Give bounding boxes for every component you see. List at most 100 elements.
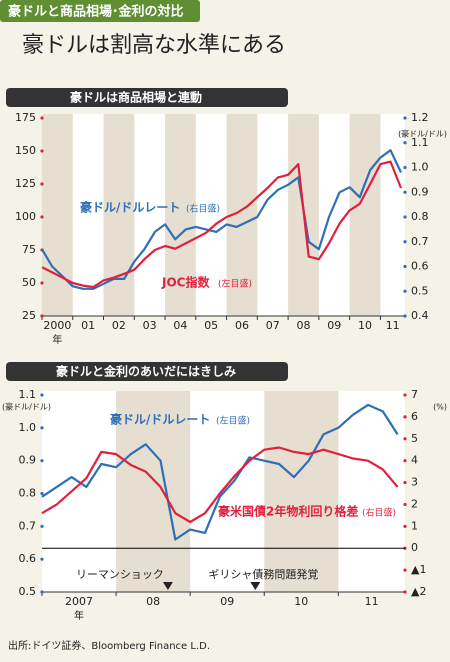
y-tick (40, 314, 44, 318)
series-label: JOC指数 (161, 275, 210, 290)
y-tick-label: 175 (15, 111, 36, 124)
event-marker (250, 582, 261, 590)
series-line (41, 160, 403, 289)
source: 出所:ドイツ証券、Bloomberg Finance L.D. (8, 639, 210, 652)
y-tick (403, 240, 407, 244)
x-tick-label: 09 (220, 595, 234, 608)
y-tick-label: 0.5 (19, 585, 37, 598)
y-tick (403, 502, 407, 507)
y-tick (403, 215, 407, 219)
y-tick-label: 0.8 (19, 487, 37, 500)
x-tick-label: 10 (358, 319, 372, 332)
y-tick (40, 524, 44, 528)
x-tick-label: 04 (173, 319, 187, 332)
y-tick-label: ▲2 (411, 585, 426, 598)
y-tick (40, 281, 44, 285)
y-tick (403, 393, 407, 397)
y-tick (40, 182, 44, 186)
y-tick (40, 116, 44, 120)
event-label: ギリシャ債務問題発覚 (208, 567, 318, 581)
x-unit: 年 (74, 609, 84, 622)
series-note: (左目盛) (216, 415, 250, 427)
y-tick (40, 149, 44, 153)
y-tick (403, 524, 407, 528)
event-label: リーマンショック (76, 568, 164, 581)
x-tick-label: 03 (143, 319, 157, 332)
x-tick-label: 11 (365, 595, 379, 608)
y-tick (403, 264, 407, 269)
y-tick-label: 0.6 (19, 552, 37, 565)
y-tick-label: 1.0 (411, 161, 429, 174)
tab: 豪ドルと商品相場･金利の対比 (8, 4, 184, 20)
y-tick (403, 289, 407, 293)
page-title: 豪ドルは割高な水準にある (22, 33, 286, 58)
x-tick-label: 06 (235, 319, 249, 332)
x-tick-label: 11 (386, 319, 400, 332)
y-tick (403, 568, 407, 572)
y-tick-label: 0.5 (411, 284, 429, 297)
y-tick-label: 5 (411, 432, 418, 445)
y-tick (40, 491, 44, 496)
y-tick-label: 3 (411, 476, 418, 489)
y-tick-label: 75 (22, 243, 36, 256)
x-tick-label: 08 (146, 595, 160, 608)
x-tick-label: 2000 (43, 319, 71, 332)
x-tick-label: 10 (294, 595, 308, 608)
tab-bg (0, 0, 200, 22)
y-tick-label: 100 (15, 210, 36, 223)
y-tick-label: 4 (411, 454, 418, 467)
y-tick (40, 393, 44, 397)
year-band (116, 391, 191, 592)
series-label: 豪ドル/ドルレート (110, 412, 210, 427)
y-tick (40, 557, 44, 561)
section-title: 豪ドルと金利のあいだにはきしみ (56, 364, 236, 379)
series-line (41, 149, 402, 290)
y-tick-label: 0 (411, 541, 418, 554)
y2-unit: (豪ドル/ドル) (398, 129, 447, 139)
y-tick (403, 190, 407, 194)
y-tick-label: 2 (411, 497, 418, 510)
x-tick-label: 2007 (65, 595, 93, 608)
y-tick-label: 0.8 (411, 210, 429, 223)
y-tick (40, 426, 44, 430)
event-marker (162, 582, 173, 590)
y-tick (403, 165, 407, 170)
y-tick-label: 1.2 (411, 111, 429, 124)
x-tick-label: 05 (204, 319, 218, 332)
y-tick-label: 1.1 (411, 136, 429, 149)
y-tick-label: 50 (22, 276, 36, 289)
y-tick (403, 459, 407, 463)
y-tick-label: 6 (411, 410, 418, 423)
y-unit: (豪ドル/ドル) (2, 402, 51, 412)
series-note: (左目盛) (218, 278, 252, 290)
series-label: 豪米国債2年物利回り格差 (218, 504, 358, 519)
series-line (41, 446, 399, 524)
y-tick-label: 125 (15, 177, 36, 190)
y-tick-label: 0.9 (411, 185, 429, 198)
y2-unit: (%) (433, 403, 447, 412)
y-tick-label: 0.7 (411, 235, 429, 248)
year-band (165, 114, 196, 316)
section-title: 豪ドルは商品相場と連動 (70, 90, 202, 105)
y-tick-label: 1.0 (19, 421, 37, 434)
section-bar (6, 88, 288, 107)
y-tick (403, 480, 407, 485)
y-tick (403, 116, 407, 120)
y-tick-label: 25 (22, 309, 36, 322)
series-note: (右目盛) (186, 203, 220, 215)
series-line (41, 403, 399, 541)
y-tick-label: 1.1 (19, 388, 37, 401)
y-tick (40, 215, 44, 219)
y-tick-label: 7 (411, 388, 418, 401)
y-tick-label: 0.6 (411, 260, 429, 273)
x-tick-label: 01 (81, 319, 95, 332)
section-bar (6, 362, 288, 381)
y-tick-label: 150 (15, 144, 36, 157)
y-tick (40, 459, 44, 463)
y-tick-label: 0.9 (19, 454, 37, 467)
y-tick (403, 437, 407, 441)
year-band (264, 391, 339, 592)
x-tick-label: 02 (112, 319, 126, 332)
y-tick (403, 415, 407, 419)
